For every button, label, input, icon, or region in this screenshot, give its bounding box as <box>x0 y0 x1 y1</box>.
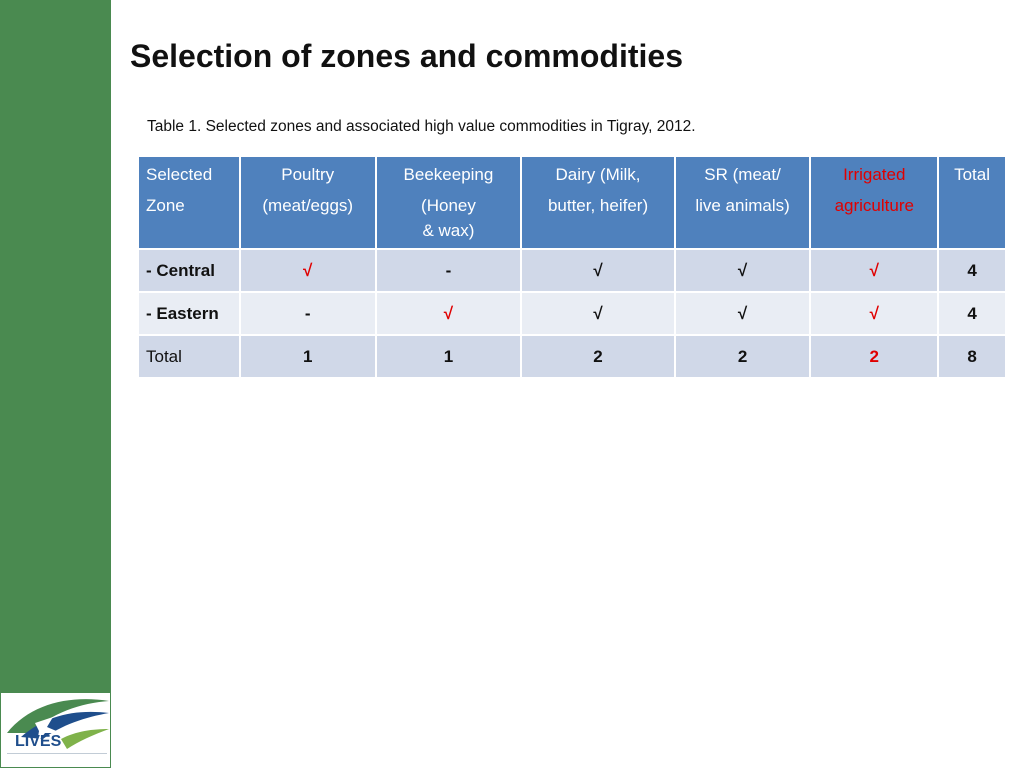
logo-tagline-line <box>7 753 107 757</box>
total-cell: 4 <box>937 291 1007 336</box>
zone-cell: Total <box>137 334 241 379</box>
logo-text: LIVES <box>15 733 62 750</box>
irrigated-cell: 2 <box>809 334 940 379</box>
header-line: Dairy (Milk, <box>555 165 641 184</box>
lives-logo: LIVES <box>0 692 111 768</box>
page-title: Selection of zones and commodities <box>130 38 683 74</box>
header-line: live animals) <box>695 196 790 215</box>
header-line: Total <box>954 165 991 184</box>
header-line: & wax) <box>422 221 475 240</box>
header-line: Irrigated <box>843 165 906 184</box>
header-poultry: Poultry (meat/eggs) <box>238 155 377 250</box>
bird-logo-icon <box>7 699 109 749</box>
beekeeping-cell: √ <box>374 291 523 336</box>
table-row-total: Total 1 1 2 2 2 8 <box>137 334 1007 379</box>
header-sr: SR (meat/ live animals) <box>673 155 812 250</box>
irrigated-cell: √ <box>809 248 940 293</box>
zone-cell: - Eastern <box>137 291 241 336</box>
poultry-cell: √ <box>238 248 377 293</box>
header-line: agriculture <box>834 196 914 215</box>
header-dairy: Dairy (Milk, butter, heifer) <box>520 155 676 250</box>
header-line: (Honey <box>421 196 476 215</box>
sr-cell: 2 <box>673 334 812 379</box>
table-caption: Table 1. Selected zones and associated h… <box>147 118 696 135</box>
dairy-cell: 2 <box>520 334 676 379</box>
beekeeping-cell: 1 <box>374 334 523 379</box>
irrigated-cell: √ <box>809 291 940 336</box>
total-cell: 8 <box>937 334 1007 379</box>
header-line: (meat/eggs) <box>262 196 354 215</box>
header-selected-zone: Selected Zone <box>137 155 241 250</box>
header-line: Poultry <box>281 165 335 184</box>
zone-cell: - Central <box>137 248 241 293</box>
sidebar-band <box>0 0 111 768</box>
header-beekeeping: Beekeeping (Honey & wax) <box>374 155 523 250</box>
header-line: Zone <box>146 196 185 215</box>
table-row-eastern: - Eastern - √ √ √ √ 4 <box>137 291 1007 336</box>
poultry-cell: - <box>238 291 377 336</box>
header-total: Total <box>937 155 1007 250</box>
dairy-cell: √ <box>520 248 676 293</box>
header-irrigated-agriculture: Irrigated agriculture <box>809 155 940 250</box>
header-line: butter, heifer) <box>547 196 649 215</box>
poultry-cell: 1 <box>238 334 377 379</box>
table-row-central: - Central √ - √ √ √ 4 <box>137 248 1007 293</box>
beekeeping-cell: - <box>374 248 523 293</box>
sr-cell: √ <box>673 291 812 336</box>
header-line: Selected <box>146 165 213 184</box>
total-cell: 4 <box>937 248 1007 293</box>
commodities-table: Selected Zone Poultry (meat/eggs) Beekee… <box>137 155 1007 379</box>
header-line: Beekeeping <box>403 165 494 184</box>
dairy-cell: √ <box>520 291 676 336</box>
table-header-row: Selected Zone Poultry (meat/eggs) Beekee… <box>137 155 1007 250</box>
sr-cell: √ <box>673 248 812 293</box>
header-line: SR (meat/ <box>704 165 781 184</box>
